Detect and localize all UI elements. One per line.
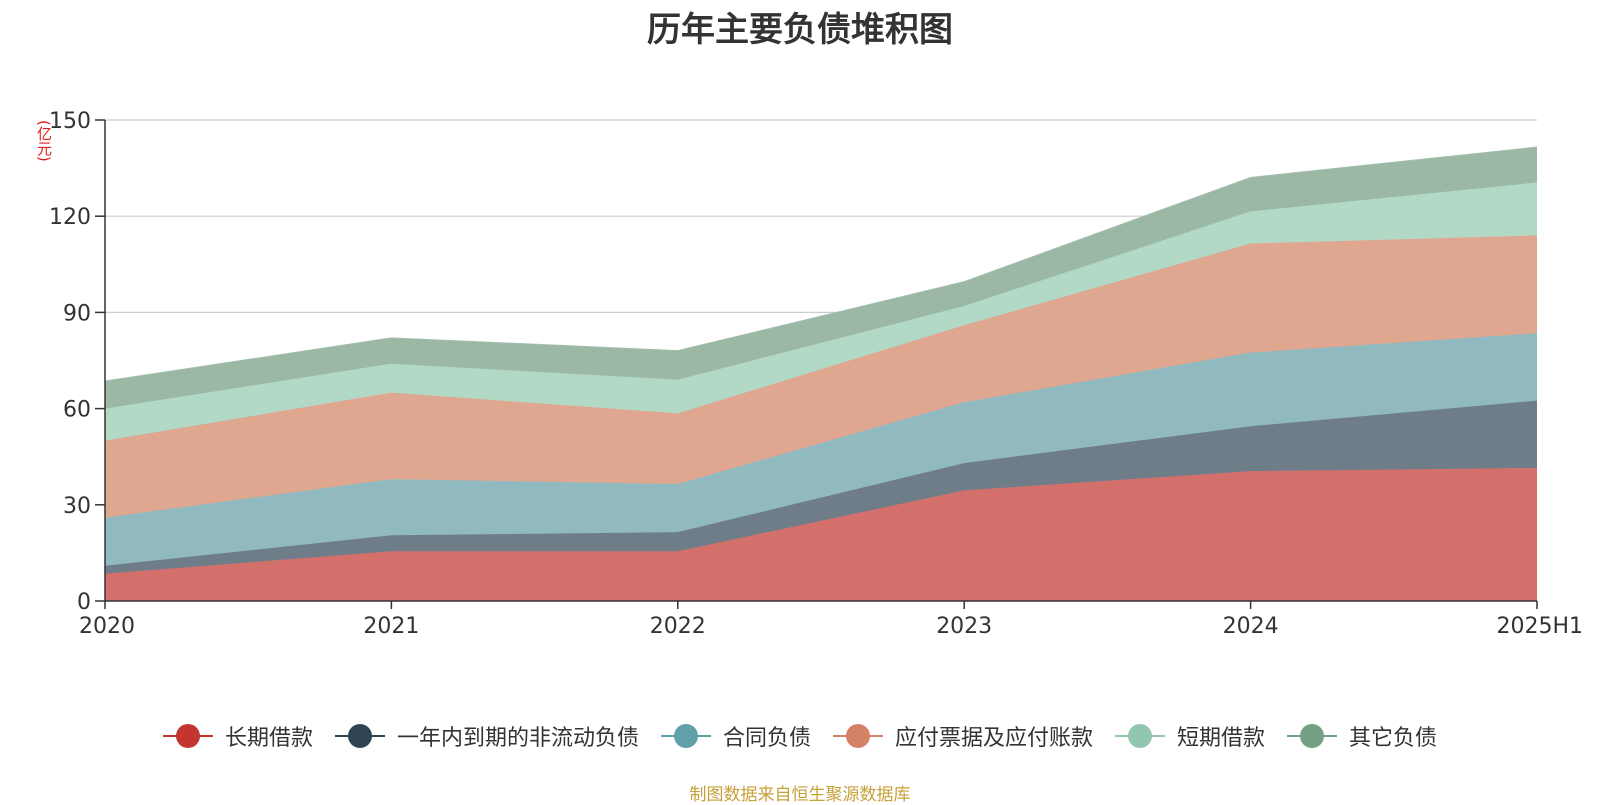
legend-item-3[interactable]: 合同负债: [660, 720, 811, 752]
y-tick-label: 150: [49, 109, 91, 134]
legend-marker-icon: [162, 723, 213, 749]
legend-item-6[interactable]: 其它负债: [1287, 720, 1437, 752]
legend-label: 其它负债: [1349, 726, 1438, 751]
legend-marker-dot: [846, 724, 870, 748]
axes: 0 30 60 90 120 150 2020 2021 2022 2023 2024 2025H1: [49, 109, 1583, 639]
x-tick-label: 2022: [650, 614, 706, 639]
legend-marker-dot: [1128, 724, 1153, 748]
area-series-5: [105, 182, 1537, 441]
area-series-4: [105, 235, 1537, 518]
legend-item-2[interactable]: 一年内到期的非流动负债: [334, 720, 639, 752]
y-tick-label: 60: [63, 398, 91, 423]
x-tick-label: 2024: [1223, 614, 1279, 639]
series-line-6: [104, 146, 1538, 383]
legend-marker-icon: [1287, 723, 1338, 749]
chart-title: 历年主要负债堆积图: [647, 10, 953, 50]
legend-label: 应付票据及应付账款: [895, 726, 1094, 751]
y-tick-label: 30: [63, 494, 91, 519]
legend-item-4[interactable]: 应付票据及应付账款: [833, 720, 1093, 752]
y-axis-unit-label: (亿元): [35, 120, 53, 162]
legend-marker-icon: [334, 723, 385, 749]
legend-marker-dot: [175, 724, 200, 748]
y-tick-label: 120: [49, 205, 91, 230]
legend-marker-dot: [673, 724, 698, 748]
legend-marker-dot: [1300, 724, 1325, 748]
x-tick-label: 2020: [79, 614, 135, 639]
area-series-1: [105, 467, 1537, 601]
y-tick-label: 90: [63, 301, 91, 326]
legend-marker-icon: [1115, 723, 1166, 749]
legend-marker-icon: [833, 723, 883, 749]
y-tick-label: 0: [77, 590, 91, 615]
area-series: [104, 146, 1538, 601]
x-tick-label: 2021: [363, 614, 419, 639]
x-tick-label: 2023: [936, 614, 992, 639]
legend-label: 长期借款: [224, 726, 313, 751]
data-source-note: 制图数据来自恒生聚源数据库: [689, 785, 911, 805]
legend-marker-icon: [660, 723, 711, 749]
legend-label: 一年内到期的非流动负债: [396, 726, 639, 751]
legend: 长期借款 一年内到期的非流动负债 合同负债 应付票据及应付账款 短期借款 其它负债: [0, 718, 1600, 754]
legend-label: 合同负债: [722, 726, 811, 751]
legend-marker-dot: [347, 724, 372, 748]
legend-label: 短期借款: [1177, 726, 1266, 751]
legend-item-5[interactable]: 短期借款: [1115, 720, 1265, 752]
stacked-area-chart: 0 30 60 90 120 150 2020 2021 2022 2023 2024 2025H1: [49, 109, 1583, 639]
x-tick-label: 2025H1: [1496, 614, 1583, 639]
legend-item-1[interactable]: 长期借款: [162, 720, 313, 752]
area-series-3: [105, 333, 1537, 566]
area-series-6: [105, 147, 1537, 409]
area-series-2: [105, 400, 1537, 574]
